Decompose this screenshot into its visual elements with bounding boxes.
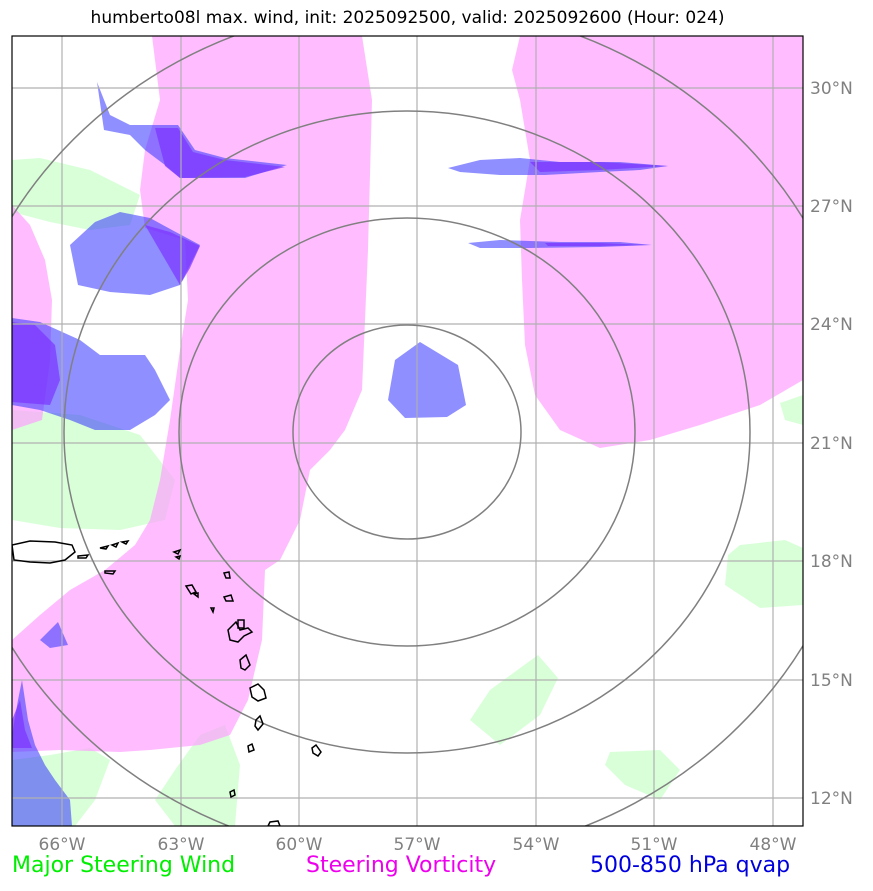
island-coast bbox=[77, 554, 90, 559]
wind-region bbox=[12, 410, 175, 530]
map-title: humberto08l max. wind, init: 2025092500,… bbox=[90, 8, 725, 28]
island-coast bbox=[119, 539, 130, 545]
island-coast bbox=[254, 714, 264, 732]
island-coast bbox=[104, 570, 117, 575]
island-coast bbox=[172, 548, 182, 556]
island-coast bbox=[174, 554, 182, 561]
island-coast bbox=[237, 619, 245, 629]
vorticity-region bbox=[12, 36, 372, 752]
steering-vorticity-layer bbox=[12, 36, 803, 752]
qvap-core bbox=[530, 162, 668, 172]
lat-label: 15°N bbox=[810, 671, 853, 691]
qvap-core bbox=[545, 243, 650, 246]
island-coast bbox=[229, 788, 236, 799]
qvap-region bbox=[12, 680, 72, 826]
puerto-rico-coast bbox=[12, 540, 76, 564]
lon-label: 66°W bbox=[39, 835, 86, 855]
range-ring-outer bbox=[63, 110, 751, 754]
legend-steering-vorticity: Steering Vorticity bbox=[306, 853, 497, 878]
island-coast bbox=[192, 592, 199, 599]
island-coast bbox=[110, 541, 120, 549]
wind-region bbox=[470, 655, 558, 745]
wind-region bbox=[12, 158, 140, 230]
lon-label: 51°W bbox=[631, 835, 678, 855]
lat-label: 12°N bbox=[810, 789, 853, 809]
lon-label: 60°W bbox=[276, 835, 323, 855]
island-coast bbox=[209, 607, 215, 615]
range-rings bbox=[12, 36, 803, 826]
qvap-core bbox=[155, 128, 285, 178]
wind-region bbox=[725, 540, 803, 608]
island-coast bbox=[239, 653, 251, 671]
latitude-labels: 30°N 27°N 24°N 21°N 18°N 15°N 12°N bbox=[810, 79, 853, 809]
lon-label: 63°W bbox=[158, 835, 205, 855]
lat-label: 21°N bbox=[810, 434, 853, 454]
longitude-labels: 66°W 63°W 60°W 57°W 54°W 51°W 48°W bbox=[39, 835, 797, 855]
island-coast bbox=[311, 743, 322, 757]
qvap-core bbox=[145, 225, 200, 285]
island-coast bbox=[249, 683, 267, 702]
lon-label: 54°W bbox=[513, 835, 560, 855]
range-ring-inner bbox=[292, 324, 522, 540]
qvap-strong-layer bbox=[12, 128, 668, 748]
island-coast bbox=[222, 594, 235, 602]
range-ring-middle bbox=[178, 217, 636, 647]
lat-label: 18°N bbox=[810, 552, 853, 572]
wind-region bbox=[780, 395, 803, 425]
map-frame bbox=[11, 35, 804, 827]
lat-label: 24°N bbox=[810, 315, 853, 335]
lon-label: 48°W bbox=[750, 835, 797, 855]
qvap-region bbox=[388, 342, 466, 418]
island-coast bbox=[267, 820, 281, 826]
island-coast bbox=[99, 544, 110, 550]
lon-label: 57°W bbox=[394, 835, 441, 855]
island-coast bbox=[222, 571, 231, 579]
legend-qvap: 500-850 hPa qvap bbox=[590, 853, 791, 878]
island-coast bbox=[184, 584, 198, 595]
wind-region bbox=[605, 750, 680, 800]
legend-major-steering-wind: Major Steering Wind bbox=[12, 853, 236, 878]
qvap-region bbox=[40, 622, 68, 648]
lat-label: 30°N bbox=[810, 79, 853, 99]
vorticity-region bbox=[512, 36, 803, 448]
lat-label: 27°N bbox=[810, 197, 853, 217]
graticule bbox=[12, 36, 803, 826]
coastlines bbox=[12, 539, 322, 826]
qvap-core bbox=[12, 322, 60, 405]
island-coast bbox=[247, 742, 255, 754]
qvap-core bbox=[12, 700, 32, 748]
